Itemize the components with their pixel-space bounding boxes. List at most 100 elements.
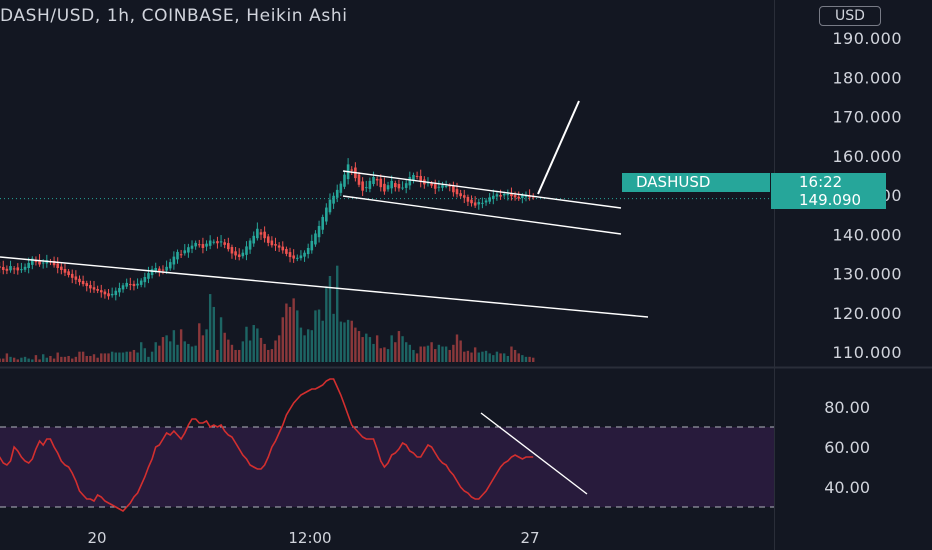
volume-bar (495, 351, 499, 362)
candle-body (292, 255, 295, 259)
currency-button[interactable]: USD (819, 6, 881, 26)
price-tick-label: 160.000 (832, 147, 902, 166)
volume-bar (147, 356, 150, 362)
candle-body (0, 266, 1, 268)
price-tick-label: 180.000 (832, 68, 902, 87)
volume-bar (419, 346, 422, 362)
volume-bar (176, 344, 179, 362)
candle-body (5, 268, 9, 271)
candle-body (227, 243, 230, 250)
candle-body (70, 273, 74, 278)
price-tick-label: 190.000 (832, 29, 902, 48)
last-price-badge: 149.090 (771, 191, 886, 209)
candle-body (372, 176, 375, 185)
volume-bar (426, 345, 430, 362)
time-axis[interactable]: 20 12:00 27 (87, 529, 539, 547)
volume-bar (310, 330, 314, 362)
volume-bar (67, 355, 70, 362)
volume-bar (401, 336, 404, 362)
candle-body (531, 196, 535, 198)
volume-bar (415, 353, 419, 362)
volume-bar (314, 310, 317, 362)
volume-bar (136, 352, 139, 362)
candle-body (154, 268, 158, 272)
candle-body (259, 232, 263, 235)
candle-body (96, 289, 99, 291)
candle-body (1, 267, 5, 270)
volume-bar (49, 355, 52, 362)
candle-body (230, 247, 234, 254)
candle-body (404, 183, 408, 188)
volume-bar (110, 351, 114, 362)
volume-bar (183, 341, 186, 362)
volume-bar (503, 353, 506, 362)
volume-bar (350, 320, 353, 362)
volume-bar (299, 327, 303, 362)
volume-bar (339, 321, 343, 362)
candle-body (383, 183, 386, 192)
volume-bar (303, 335, 306, 362)
candle-body (303, 252, 306, 257)
volume-bar (52, 358, 56, 362)
candle-body (139, 280, 143, 285)
volume-bar (513, 349, 517, 362)
volume-bar (383, 347, 386, 362)
volume-bar (150, 351, 154, 362)
candle-body (132, 283, 136, 287)
candle-body (368, 180, 372, 189)
candle-body (107, 293, 110, 297)
volume-bar (317, 309, 321, 362)
candle-body (27, 262, 30, 269)
volume-bar (20, 357, 23, 362)
candle-body (223, 242, 226, 245)
candle-body (285, 248, 288, 254)
volume-bar (463, 351, 466, 362)
volume-bar (506, 355, 510, 362)
volume-bar (132, 349, 136, 362)
candle-body (466, 196, 470, 202)
countdown-badge: 16:22 (771, 173, 886, 192)
candle-body (89, 285, 92, 289)
candle-body (266, 236, 270, 243)
candle-body (448, 185, 452, 187)
volume-bar (452, 344, 455, 362)
candle-body (16, 267, 20, 271)
candle-body (350, 169, 354, 171)
candle-body (513, 195, 517, 198)
candle-body (488, 197, 491, 202)
candle-body (23, 266, 27, 270)
candle-body (332, 195, 335, 204)
candle-body (81, 280, 85, 285)
volume-bar (259, 337, 263, 362)
drawings[interactable] (0, 100, 649, 495)
volume-bar (201, 335, 205, 362)
volume-bar (96, 357, 99, 362)
volume-bar (107, 353, 110, 362)
volume-bar (212, 306, 215, 362)
volume-bar (386, 349, 390, 362)
candle-body (38, 260, 41, 265)
volume-bar (332, 313, 335, 362)
volume-bar (154, 342, 157, 362)
candle-body (129, 284, 132, 286)
candle-body (187, 247, 190, 253)
volume-bar (85, 355, 88, 362)
volume-bar (45, 357, 49, 362)
candle-body (470, 199, 473, 204)
volume-bar (484, 350, 488, 362)
candle-body (263, 231, 266, 239)
volume-bar (34, 355, 38, 362)
volume-bar (510, 346, 513, 362)
candle-body (394, 183, 397, 188)
channel-lower-trendline (0, 256, 649, 318)
price-tick-label: 170.000 (832, 108, 902, 127)
candle-body (328, 199, 332, 213)
candle-body (339, 183, 343, 193)
candle-body (34, 260, 38, 263)
volume-bar (38, 359, 41, 362)
volume-bar (292, 298, 295, 362)
volume-bar (216, 349, 219, 362)
volume-bar (63, 356, 67, 362)
volume-bar (158, 345, 161, 362)
